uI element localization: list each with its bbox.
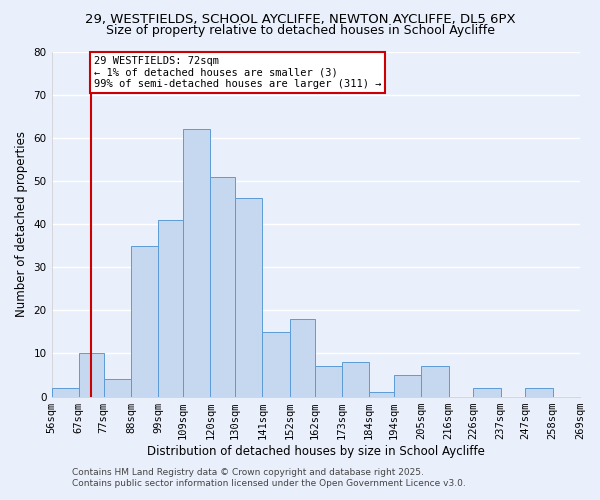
Bar [580,388,600,396]
Bar [394,375,421,396]
Bar [262,332,290,396]
Text: 29, WESTFIELDS, SCHOOL AYCLIFFE, NEWTON AYCLIFFE, DL5 6PX: 29, WESTFIELDS, SCHOOL AYCLIFFE, NEWTON … [85,12,515,26]
Bar [79,354,104,397]
Bar [290,319,314,396]
Bar [183,129,211,396]
Bar [369,392,394,396]
Bar [342,362,369,396]
Bar [104,380,131,396]
Y-axis label: Number of detached properties: Number of detached properties [15,131,28,317]
Text: Size of property relative to detached houses in School Aycliffe: Size of property relative to detached ho… [106,24,494,37]
Bar [131,246,158,396]
X-axis label: Distribution of detached houses by size in School Aycliffe: Distribution of detached houses by size … [147,444,485,458]
Bar [526,388,553,396]
Bar [473,388,500,396]
Bar [52,388,79,396]
Bar [235,198,262,396]
Text: Contains HM Land Registry data © Crown copyright and database right 2025.
Contai: Contains HM Land Registry data © Crown c… [72,468,466,487]
Bar [158,220,183,396]
Bar [421,366,449,396]
Bar [314,366,342,396]
Text: 29 WESTFIELDS: 72sqm
← 1% of detached houses are smaller (3)
99% of semi-detache: 29 WESTFIELDS: 72sqm ← 1% of detached ho… [94,56,381,89]
Bar [211,176,235,396]
